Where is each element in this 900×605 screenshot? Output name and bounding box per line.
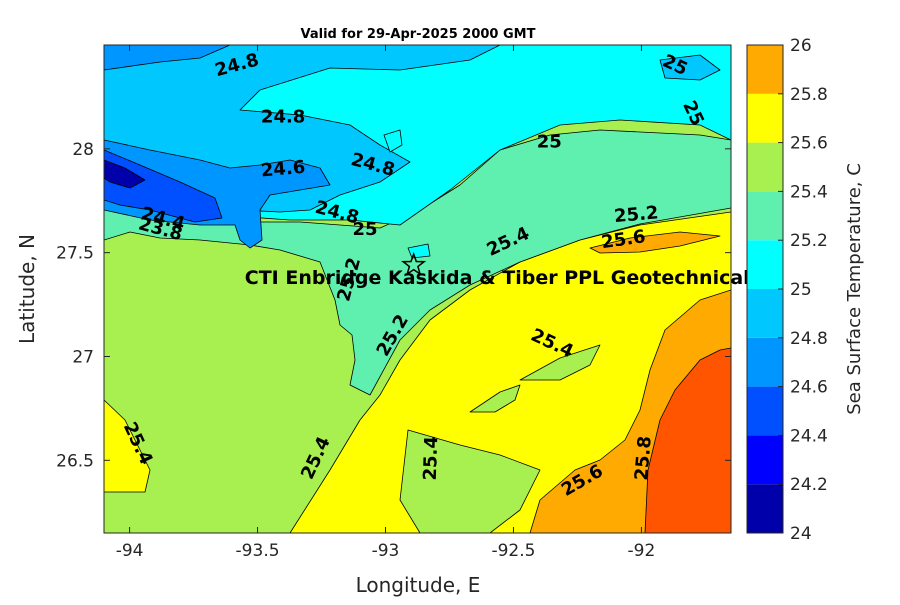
colorbar-tick-label: 24.2 xyxy=(790,475,828,495)
colorbar-tick-label: 24.8 xyxy=(790,329,828,349)
axes: -94 -93.5 -93 -92.5 -92 26.5 27 27.5 28 xyxy=(56,45,731,561)
colorbar-tick-label: 24.6 xyxy=(790,378,828,398)
contour-fill xyxy=(104,45,731,533)
region-25-4-patch2 xyxy=(519,344,601,381)
contour-label: 24.6 xyxy=(260,157,306,182)
colorbar-tick-label: 24.4 xyxy=(790,426,828,446)
region-24-8-ne xyxy=(659,54,721,81)
region-24-4 xyxy=(104,149,223,223)
colorbar-swatch xyxy=(747,435,783,485)
region-24-6 xyxy=(104,45,231,71)
contour-label: 25.8 xyxy=(631,435,656,481)
region-25-4-patch3 xyxy=(469,384,521,413)
region-24-6-west xyxy=(104,139,331,249)
colorbar-swatch xyxy=(747,191,783,241)
colorbar-label: Sea Surface Temperature, C xyxy=(844,163,865,415)
contour-label: 25 xyxy=(537,132,562,153)
colorbar-swatch xyxy=(747,337,783,387)
colorbar-swatch xyxy=(747,484,783,533)
y-tick-label: 27 xyxy=(72,347,94,367)
project-annotation: CTI Enbridge Kaskida & Tiber PPL Geotech… xyxy=(245,267,750,289)
colorbar-swatch xyxy=(747,142,783,192)
region-25-4-patch xyxy=(399,429,541,533)
colorbar-tick-label: 25.6 xyxy=(790,134,828,154)
y-tick-label: 26.5 xyxy=(56,451,94,471)
region-24-2 xyxy=(104,159,146,189)
x-tick-label: -92.5 xyxy=(491,541,535,561)
chart-title: Valid for 29-Apr-2025 2000 GMT xyxy=(301,27,536,42)
x-axis-label: Longitude, E xyxy=(356,573,481,597)
x-tick-label: -93 xyxy=(372,541,400,561)
colorbar-tick-label: 25.4 xyxy=(790,182,828,202)
y-tick-label: 28 xyxy=(72,140,94,160)
colorbar-tick-label: 24 xyxy=(790,524,812,544)
contour-label: 25 xyxy=(353,219,378,240)
x-tick-label: -94 xyxy=(116,541,144,561)
site-star-marker xyxy=(401,251,427,276)
colorbar-swatch xyxy=(747,289,783,338)
x-tick-label: -92 xyxy=(628,541,656,561)
colorbar-swatch xyxy=(747,240,783,289)
plot-frame xyxy=(103,44,732,534)
region-25-6-west xyxy=(104,399,151,493)
colorbar-tick-label: 25 xyxy=(790,280,812,300)
region-25-8-east xyxy=(589,231,721,254)
contour-label: 25.2 xyxy=(613,202,659,227)
colorbar-tick-label: 25.8 xyxy=(790,85,828,105)
annotation-layer: CTI Enbridge Kaskida & Tiber PPL Geotech… xyxy=(245,251,750,289)
colorbar-tick-label: 25.2 xyxy=(790,231,828,251)
y-tick-label: 27.5 xyxy=(56,244,94,264)
colorbar: 24 24.2 24.4 24.6 24.8 25 25.2 25.4 25.6 25.8 26 xyxy=(746,36,828,544)
x-tick-label: -93.5 xyxy=(236,541,280,561)
y-axis-label: Latitude, N xyxy=(15,234,39,344)
region-26 xyxy=(644,347,731,533)
contour-label: 24.8 xyxy=(261,107,305,128)
colorbar-tick-label: 26 xyxy=(790,36,812,56)
colorbar-swatch xyxy=(747,93,783,143)
colorbar-swatch xyxy=(747,45,783,94)
colorbar-swatch xyxy=(747,386,783,436)
contour-label: 25.4 xyxy=(420,436,443,481)
region-island xyxy=(383,129,403,153)
